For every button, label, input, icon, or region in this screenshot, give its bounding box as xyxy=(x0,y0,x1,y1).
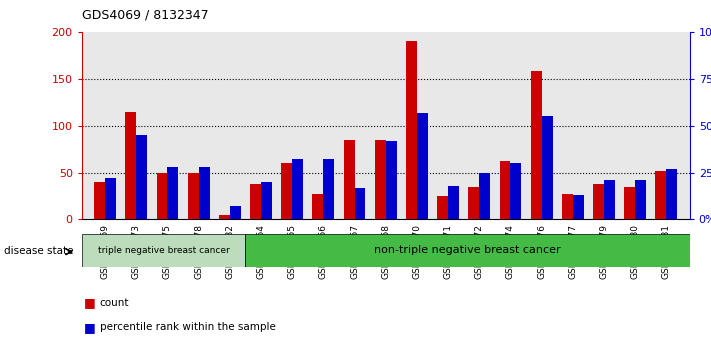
Bar xyxy=(245,234,690,267)
Bar xyxy=(406,41,417,219)
Bar xyxy=(261,182,272,219)
Text: count: count xyxy=(100,298,129,308)
Text: triple negative breast cancer: triple negative breast cancer xyxy=(97,246,230,255)
Bar xyxy=(230,206,241,219)
Bar xyxy=(250,184,261,219)
Text: non-triple negative breast cancer: non-triple negative breast cancer xyxy=(374,245,561,256)
Bar xyxy=(188,172,198,219)
Bar xyxy=(437,196,448,219)
Bar xyxy=(593,184,604,219)
Bar xyxy=(417,113,428,219)
Bar xyxy=(137,135,147,219)
Bar xyxy=(656,171,666,219)
Bar xyxy=(500,161,510,219)
Bar xyxy=(282,163,292,219)
Text: ■: ■ xyxy=(84,321,96,334)
Text: percentile rank within the sample: percentile rank within the sample xyxy=(100,322,275,332)
Bar xyxy=(95,182,105,219)
Bar xyxy=(343,140,355,219)
Bar xyxy=(385,141,397,219)
Text: disease state: disease state xyxy=(4,246,73,256)
Bar xyxy=(562,194,573,219)
Bar xyxy=(355,188,365,219)
Bar xyxy=(375,140,385,219)
Bar xyxy=(479,172,490,219)
Text: ■: ■ xyxy=(84,296,96,309)
Bar xyxy=(198,167,210,219)
Bar xyxy=(292,159,303,219)
Bar xyxy=(82,234,245,267)
Bar xyxy=(324,159,334,219)
Bar xyxy=(168,167,178,219)
Bar xyxy=(312,194,324,219)
Bar xyxy=(469,187,479,219)
Bar xyxy=(542,116,552,219)
Bar xyxy=(125,112,137,219)
Text: GDS4069 / 8132347: GDS4069 / 8132347 xyxy=(82,9,208,22)
Bar xyxy=(156,172,168,219)
Bar xyxy=(219,215,230,219)
Bar xyxy=(624,187,635,219)
Bar xyxy=(448,186,459,219)
Bar xyxy=(635,180,646,219)
Bar xyxy=(530,71,542,219)
Bar xyxy=(666,169,677,219)
Bar xyxy=(573,195,584,219)
Bar xyxy=(604,180,615,219)
Bar xyxy=(510,163,521,219)
Bar xyxy=(105,178,116,219)
